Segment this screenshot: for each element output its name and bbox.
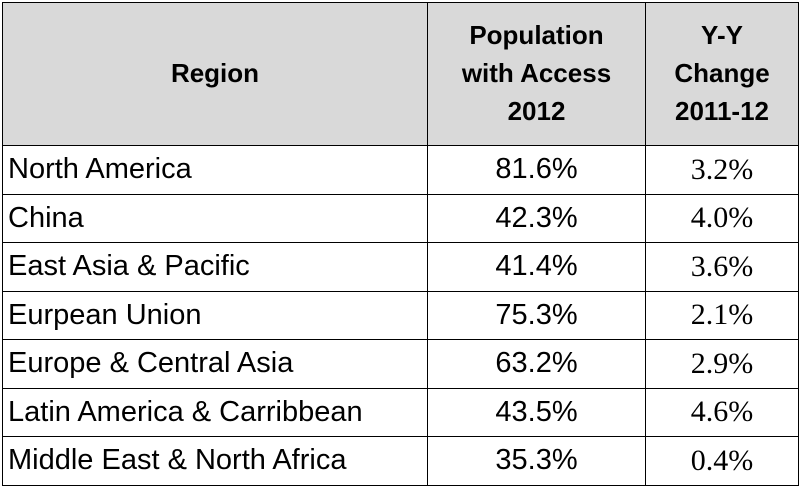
table-row: Latin America & Carribbean 43.5% 4.6% <box>2 387 799 437</box>
change-cell: 2.9% <box>645 339 799 389</box>
access-cell: 81.6% <box>427 145 646 195</box>
access-cell: 35.3% <box>427 436 646 486</box>
table-row: North America 81.6% 3.2% <box>2 145 799 195</box>
region-cell: Eurpean Union <box>2 290 428 340</box>
access-cell: 41.4% <box>427 242 646 292</box>
table-row: China 42.3% 4.0% <box>2 193 799 243</box>
access-cell: 43.5% <box>427 387 646 437</box>
access-cell: 42.3% <box>427 193 646 243</box>
region-cell: North America <box>2 145 428 195</box>
change-cell: 4.0% <box>645 193 799 243</box>
header-line: Change <box>674 58 770 89</box>
header-line: 2012 <box>507 95 566 126</box>
table-row: Europe & Central Asia 63.2% 2.9% <box>2 339 799 389</box>
region-cell: Latin America & Carribbean <box>2 387 428 437</box>
change-cell: 3.6% <box>645 242 799 292</box>
table-row: Middle East & North Africa 35.3% 0.4% <box>2 436 799 486</box>
header-line: Y-Y <box>701 20 743 51</box>
header-row: Region Population with Access 2012 Y-Y C… <box>2 2 799 146</box>
change-cell: 4.6% <box>645 387 799 437</box>
column-header-access: Population with Access 2012 <box>427 2 646 146</box>
header-line: with Access <box>461 58 612 89</box>
region-cell: East Asia & Pacific <box>2 242 428 292</box>
header-line: Population <box>469 20 604 51</box>
region-cell: Europe & Central Asia <box>2 339 428 389</box>
access-cell: 63.2% <box>427 339 646 389</box>
header-line: Region <box>170 58 260 89</box>
column-header-region: Region <box>2 2 428 146</box>
table-header: Region Population with Access 2012 Y-Y C… <box>2 2 799 146</box>
region-cell: Middle East & North Africa <box>2 436 428 486</box>
table-row: Eurpean Union 75.3% 2.1% <box>2 290 799 340</box>
change-cell: 3.2% <box>645 145 799 195</box>
table-row: East Asia & Pacific 41.4% 3.6% <box>2 242 799 292</box>
column-header-change: Y-Y Change 2011-12 <box>645 2 799 146</box>
access-cell: 75.3% <box>427 290 646 340</box>
table-body: North America 81.6% 3.2% China 42.3% 4.0… <box>2 145 799 486</box>
change-cell: 2.1% <box>645 290 799 340</box>
change-cell: 0.4% <box>645 436 799 486</box>
header-line: 2011-12 <box>675 95 769 126</box>
region-cell: China <box>2 193 428 243</box>
